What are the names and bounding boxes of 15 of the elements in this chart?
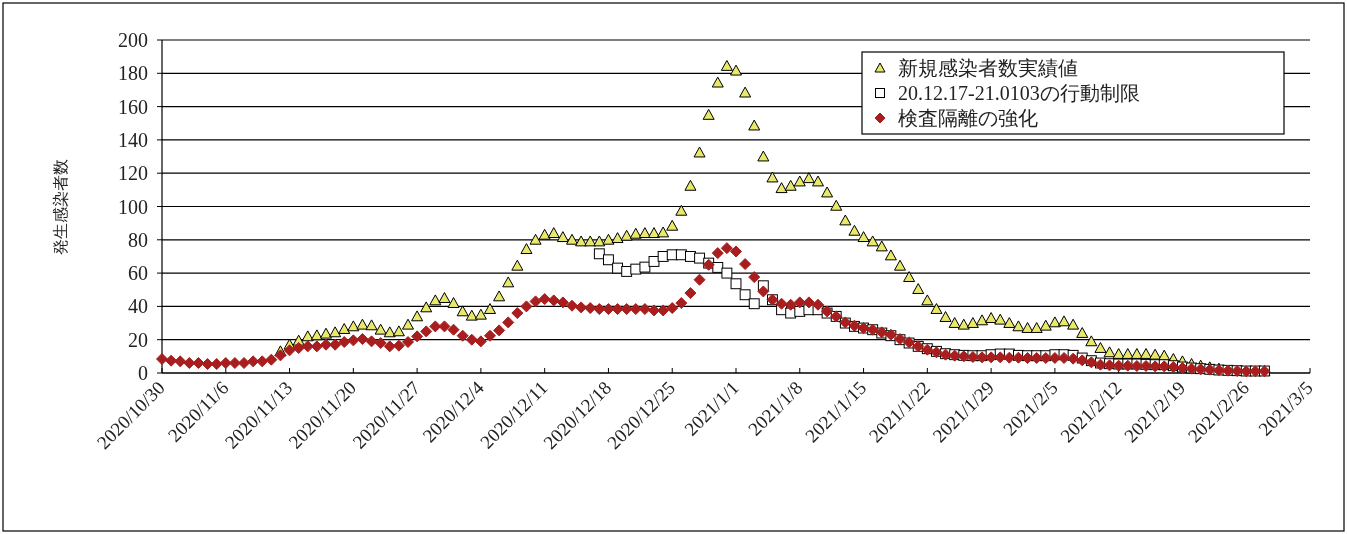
- y-tick-label: 180: [118, 62, 148, 85]
- y-tick-label: 140: [118, 128, 148, 151]
- y-axis-title: 発生感染者数: [52, 158, 69, 255]
- y-tick-label: 100: [118, 195, 148, 218]
- y-tick-label: 120: [118, 162, 148, 185]
- y-tick-label: 20: [128, 328, 148, 351]
- y-tick-label: 40: [128, 295, 148, 318]
- y-tick-label: 0: [138, 362, 148, 384]
- legend-label: 20.12.17-21.0103の行動制限: [898, 82, 1140, 104]
- legend-label: 新規感染者数実績値: [898, 57, 1078, 79]
- y-tick-label: 80: [128, 228, 148, 251]
- legend-label: 検査隔離の強化: [898, 107, 1038, 129]
- y-tick-label: 200: [118, 29, 148, 51]
- y-tick-label: 60: [128, 262, 148, 285]
- y-tick-label: 160: [118, 95, 148, 118]
